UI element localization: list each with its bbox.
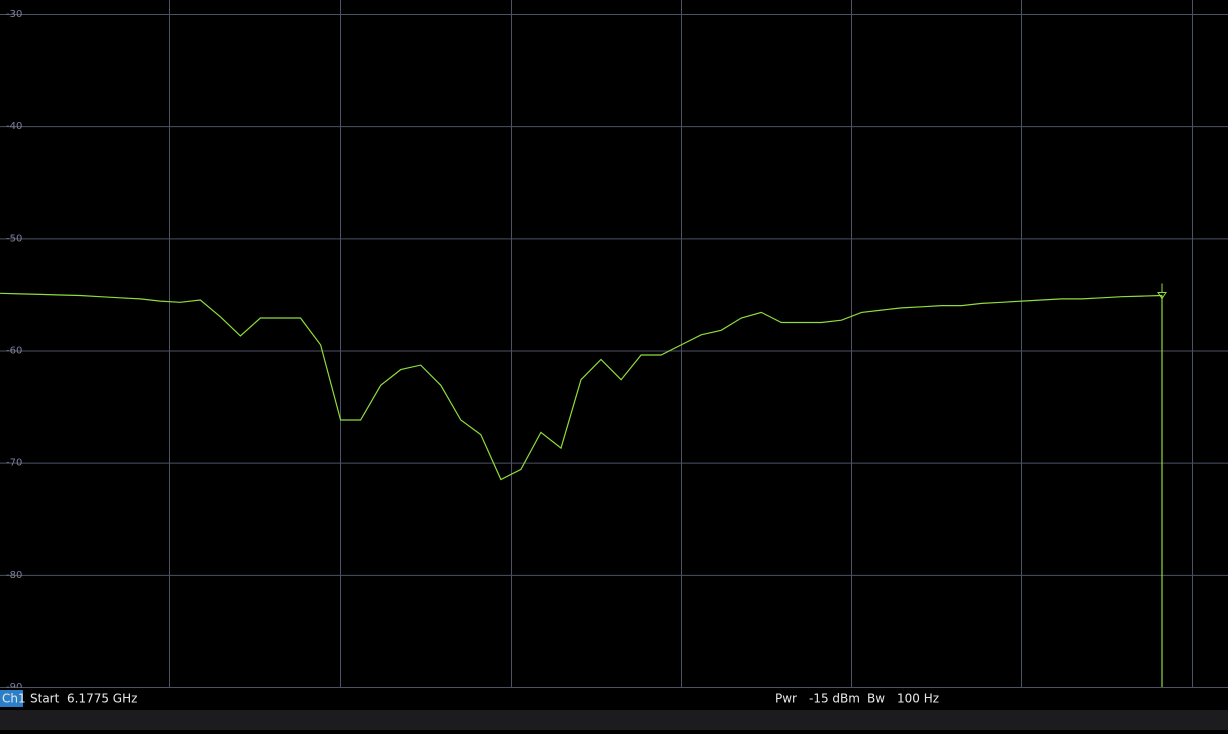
bw-label: Bw <box>867 692 885 706</box>
y-tick-label: -60 <box>6 346 22 357</box>
status-bar <box>0 688 1228 710</box>
y-tick-label: -30 <box>6 9 22 20</box>
vertical-grid <box>169 0 1193 688</box>
power-value: -15 dBm <box>809 692 860 706</box>
plot: -30 -40 -50 -60 -70 -80 -90 <box>0 9 1228 693</box>
y-tick-label: -80 <box>6 570 22 581</box>
marker <box>1157 283 1167 300</box>
plot-area <box>0 0 1228 688</box>
channel: Ch1 <box>2 692 26 706</box>
y-tick-label: -70 <box>6 458 22 469</box>
channel-badge <box>0 690 23 707</box>
start-label: Start <box>30 692 60 706</box>
y-tick-label: -40 <box>6 121 22 132</box>
y-tick-label: -90 <box>6 682 22 693</box>
power-label: Pwr <box>775 692 797 706</box>
trace <box>0 292 1163 481</box>
y-tick-label: -50 <box>6 233 22 244</box>
start-value: 6.1775 GHz <box>67 692 137 706</box>
bw-value: 100 Hz <box>897 692 939 706</box>
bottom-bar <box>0 710 1228 730</box>
